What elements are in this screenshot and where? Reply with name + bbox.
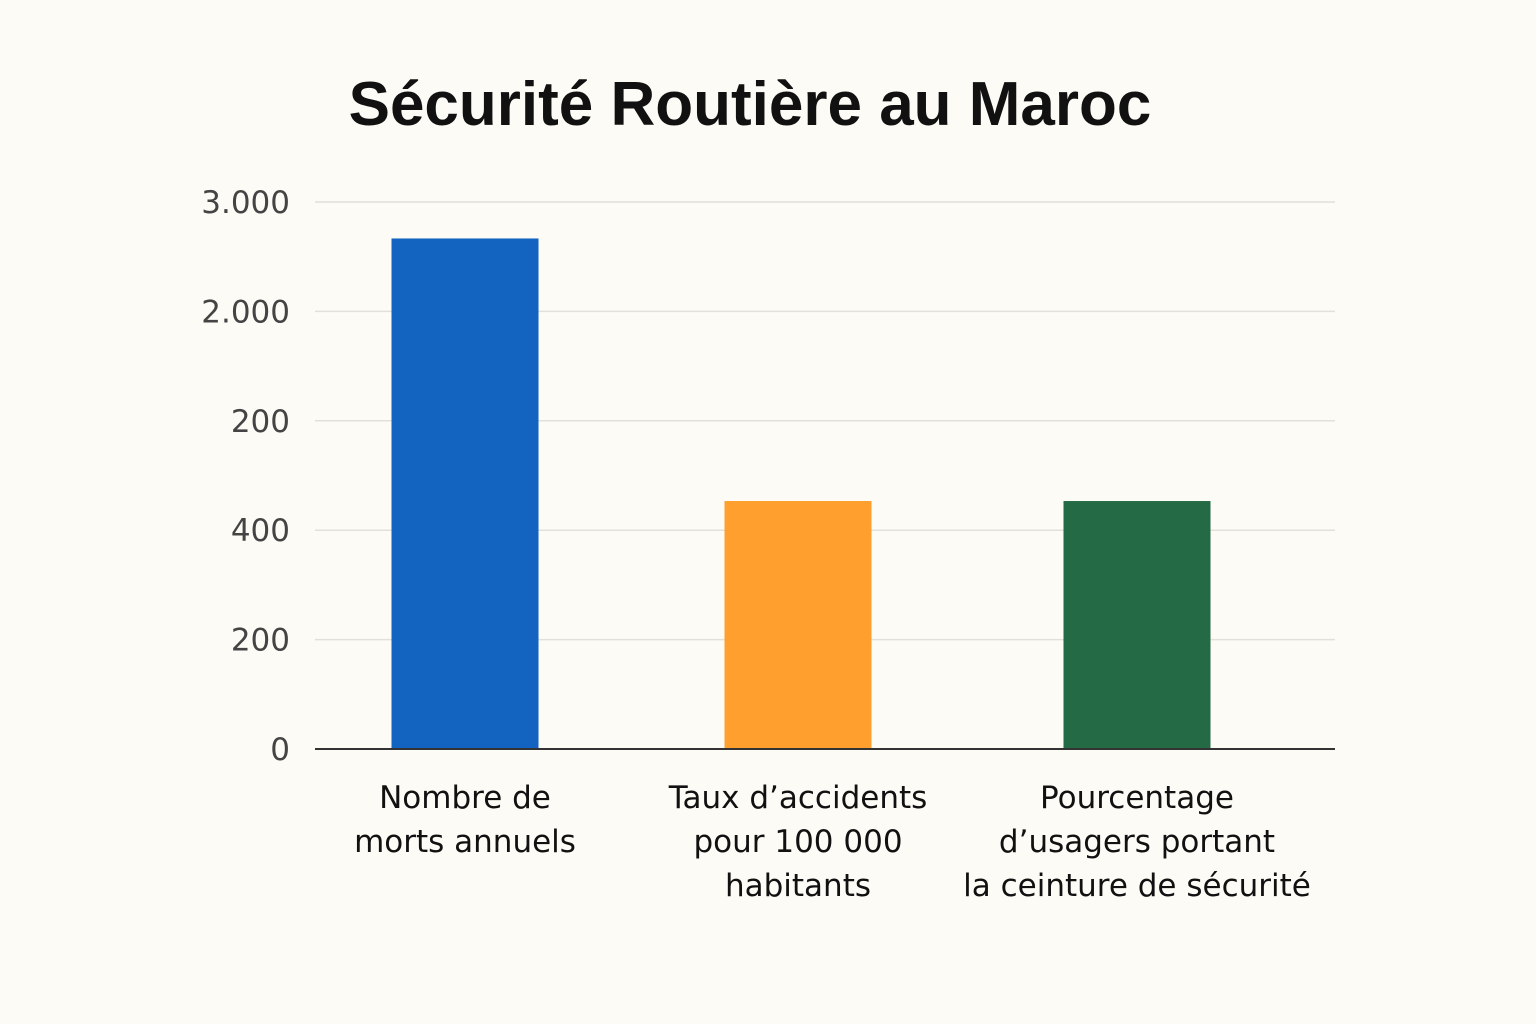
x-category-label: habitants xyxy=(725,868,871,904)
x-category-label: Nombre de xyxy=(379,780,551,816)
x-category-label: d’usagers portant xyxy=(999,824,1275,860)
y-tick-label: 3.000 xyxy=(201,185,290,221)
bar xyxy=(724,501,872,749)
x-category-label: Pourcentage xyxy=(1040,780,1234,816)
x-category-label: pour 100 000 xyxy=(693,824,902,860)
y-tick-label: 200 xyxy=(231,404,290,440)
y-tick-label: 2.000 xyxy=(201,294,290,330)
y-tick-label: 0 xyxy=(270,732,290,768)
x-category-label: Taux d’accidents xyxy=(668,780,928,816)
x-category-label: la ceinture de sécurité xyxy=(963,868,1311,904)
y-tick-label: 400 xyxy=(231,513,290,549)
y-tick-label: 200 xyxy=(231,623,290,659)
chart-title: Sécurité Routière au Maroc xyxy=(349,70,1152,139)
bar xyxy=(391,238,539,749)
bar xyxy=(1063,501,1211,749)
x-category-label: morts annuels xyxy=(354,824,576,860)
